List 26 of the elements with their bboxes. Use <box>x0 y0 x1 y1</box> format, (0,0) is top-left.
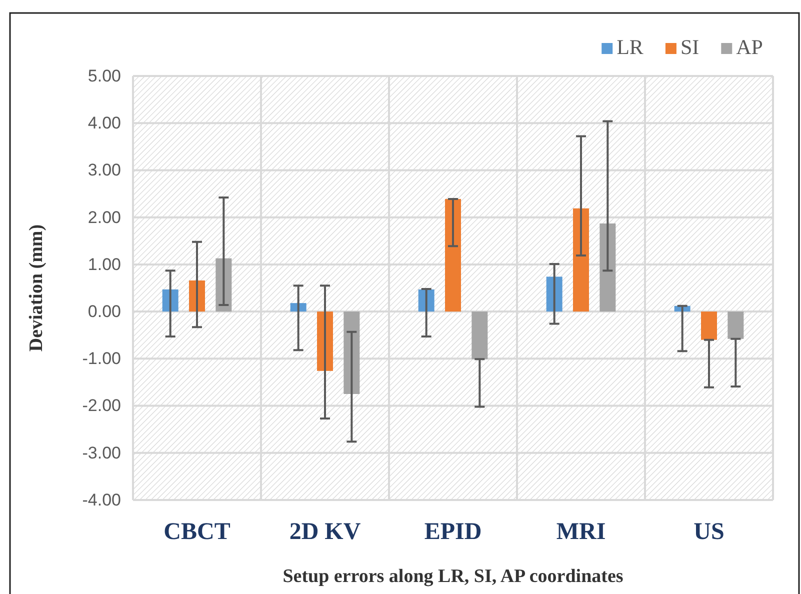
x-tick-label: 2D KV <box>289 519 362 546</box>
legend-label: SI <box>680 35 700 59</box>
x-tick-label: CBCT <box>164 519 230 546</box>
y-tick-label: -1.00 <box>82 349 121 368</box>
y-axis-title: Deviation (mm) <box>26 224 47 352</box>
x-axis-title: Setup errors along LR, SI, AP coordinates <box>282 566 624 587</box>
y-tick-label: -3.00 <box>82 443 121 462</box>
y-tick-label: -2.00 <box>82 396 121 416</box>
x-tick-label: EPID <box>424 519 482 546</box>
y-tick-label: 3.00 <box>88 160 121 180</box>
bar <box>701 312 717 340</box>
y-tick-label: 0.00 <box>88 302 121 321</box>
legend-label: LR <box>616 35 644 59</box>
bar <box>728 312 744 339</box>
x-tick-label: US <box>694 519 724 546</box>
bar <box>472 312 488 360</box>
x-tick-label: MRI <box>556 519 606 546</box>
y-tick-label: 2.00 <box>88 208 121 227</box>
y-tick-label: 5.00 <box>88 66 121 86</box>
legend-label: AP <box>736 35 763 59</box>
bar <box>445 198 461 312</box>
y-tick-label: -4.00 <box>82 490 121 510</box>
bar <box>573 208 589 312</box>
y-tick-label: 1.00 <box>88 254 121 274</box>
y-tick-label: 4.00 <box>88 114 121 133</box>
bar <box>600 223 616 312</box>
